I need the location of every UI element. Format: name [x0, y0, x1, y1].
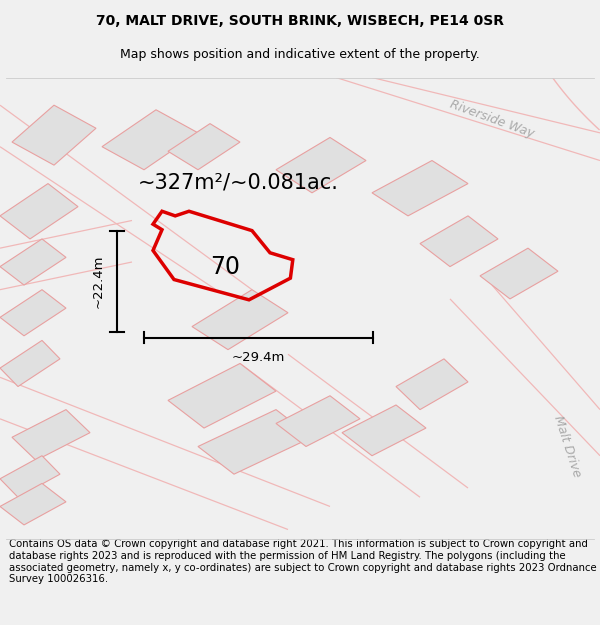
Polygon shape	[102, 110, 198, 170]
Polygon shape	[12, 409, 90, 461]
Polygon shape	[198, 409, 312, 474]
Text: Malt Drive: Malt Drive	[551, 414, 583, 479]
Polygon shape	[396, 359, 468, 409]
Text: ~22.4m: ~22.4m	[91, 254, 104, 308]
Text: Riverside Way: Riverside Way	[448, 98, 536, 140]
Polygon shape	[0, 456, 60, 498]
Text: 70, MALT DRIVE, SOUTH BRINK, WISBECH, PE14 0SR: 70, MALT DRIVE, SOUTH BRINK, WISBECH, PE…	[96, 14, 504, 28]
Polygon shape	[372, 161, 468, 216]
Text: Contains OS data © Crown copyright and database right 2021. This information is : Contains OS data © Crown copyright and d…	[9, 539, 596, 584]
Polygon shape	[0, 184, 78, 239]
Polygon shape	[0, 239, 66, 285]
Polygon shape	[480, 248, 558, 299]
Polygon shape	[342, 405, 426, 456]
Polygon shape	[12, 105, 96, 165]
Text: ~327m²/~0.081ac.: ~327m²/~0.081ac.	[138, 173, 339, 192]
Polygon shape	[0, 289, 66, 336]
Polygon shape	[276, 138, 366, 192]
Polygon shape	[168, 364, 276, 428]
Text: Map shows position and indicative extent of the property.: Map shows position and indicative extent…	[120, 48, 480, 61]
Polygon shape	[168, 124, 240, 170]
Polygon shape	[420, 216, 498, 267]
Polygon shape	[0, 483, 66, 525]
Polygon shape	[276, 396, 360, 446]
Polygon shape	[0, 341, 60, 386]
Text: ~29.4m: ~29.4m	[232, 351, 285, 364]
Text: 70: 70	[210, 254, 240, 279]
Polygon shape	[192, 289, 288, 349]
